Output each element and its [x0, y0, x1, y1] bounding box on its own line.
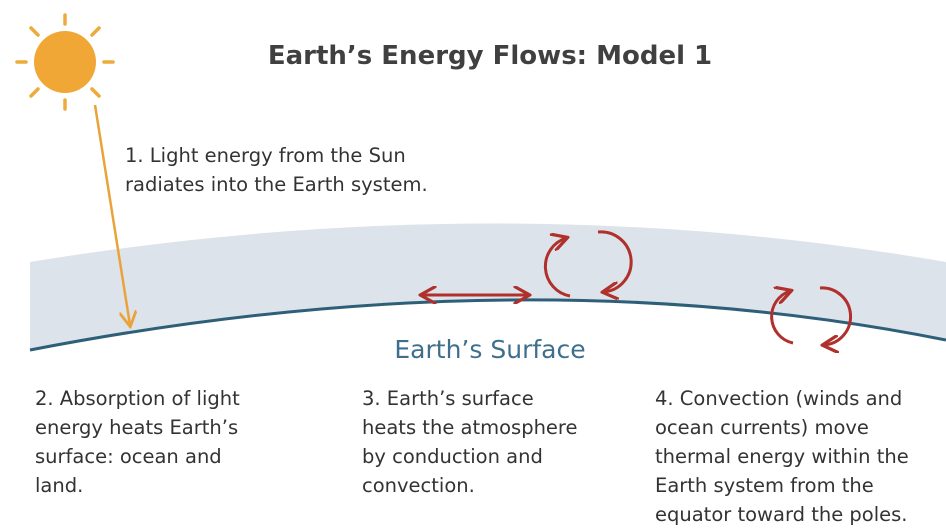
step-text: equator toward the poles. [655, 503, 907, 526]
step-text: land. [35, 474, 83, 497]
step-text: by conduction and [362, 445, 543, 468]
sun [15, 13, 115, 111]
step-text: energy heats Earth’s [35, 416, 238, 439]
step-text: surface: ocean and [35, 445, 222, 468]
step-text: 2. Absorption of light [35, 387, 240, 410]
step-text: Earth system from the [655, 474, 874, 497]
convection-cycle [543, 230, 853, 345]
sunlight-arrow [93, 104, 130, 325]
surface-label: Earth’s Surface [394, 335, 585, 364]
step-text: thermal energy within the [655, 445, 909, 468]
step-text: radiates into the Earth system. [125, 173, 428, 196]
atmosphere [30, 223, 946, 350]
step-text: heats the atmosphere [362, 416, 578, 439]
step-text: 1. Light energy from the Sun [125, 144, 406, 167]
step-text: ocean currents) move [655, 416, 869, 439]
step-text: convection. [362, 474, 475, 497]
step-text: 4. Convection (winds and [655, 387, 902, 410]
step-text: 3. Earth’s surface [362, 387, 534, 410]
title: Earth’s Energy Flows: Model 1 [268, 41, 712, 71]
